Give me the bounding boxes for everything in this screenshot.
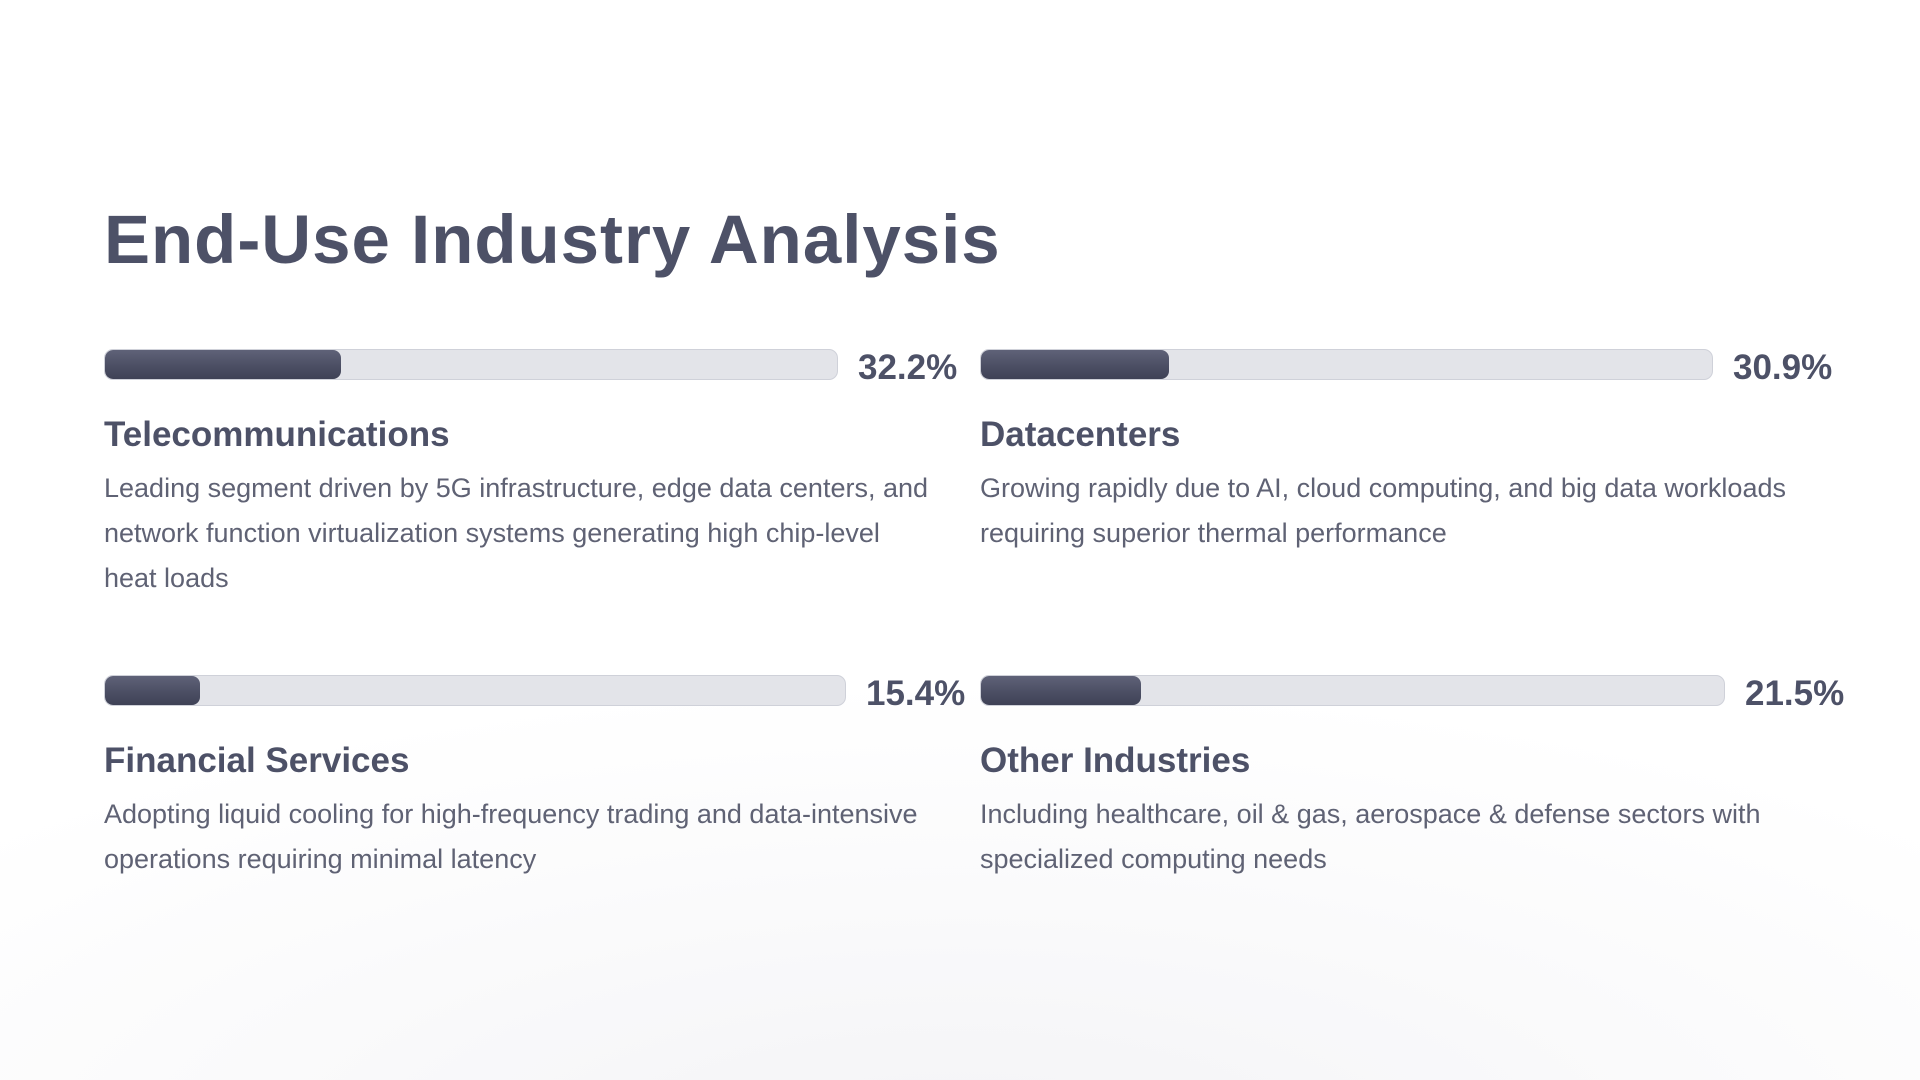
segment-card-datacenters: 30.9% Datacenters Growing rapidly due to… [980, 348, 1860, 548]
segment-description: Including healthcare, oil & gas, aerospa… [980, 799, 1761, 874]
percent-label: 32.2% [858, 348, 958, 387]
progress-fill [105, 350, 341, 379]
progress-row: 32.2% [104, 348, 984, 387]
percent-label: 30.9% [1733, 348, 1833, 387]
progress-track [980, 349, 1713, 380]
progress-fill [981, 676, 1141, 705]
slide-title: End-Use Industry Analysis [104, 201, 1001, 278]
segment-description: Adopting liquid cooling for high-frequen… [104, 799, 918, 874]
progress-track [980, 675, 1725, 706]
progress-fill [105, 676, 200, 705]
segment-title: Telecommunications [104, 415, 450, 454]
segment-card-financial-services: 15.4% Financial Services Adopting liquid… [104, 674, 984, 874]
progress-row: 30.9% [980, 348, 1860, 387]
progress-row: 21.5% [980, 674, 1860, 713]
segment-card-telecommunications: 32.2% Telecommunications Leading segment… [104, 348, 984, 593]
progress-track [104, 349, 838, 380]
segment-description: Growing rapidly due to AI, cloud computi… [980, 473, 1786, 548]
percent-label: 21.5% [1745, 674, 1845, 713]
segment-description: Leading segment driven by 5G infrastruct… [104, 473, 929, 593]
segment-card-other-industries: 21.5% Other Industries Including healthc… [980, 674, 1860, 874]
segment-title: Other Industries [980, 741, 1251, 780]
progress-row: 15.4% [104, 674, 984, 713]
progress-track [104, 675, 846, 706]
percent-label: 15.4% [866, 674, 966, 713]
progress-fill [981, 350, 1170, 379]
segment-title: Datacenters [980, 415, 1181, 454]
segment-title: Financial Services [104, 741, 410, 780]
